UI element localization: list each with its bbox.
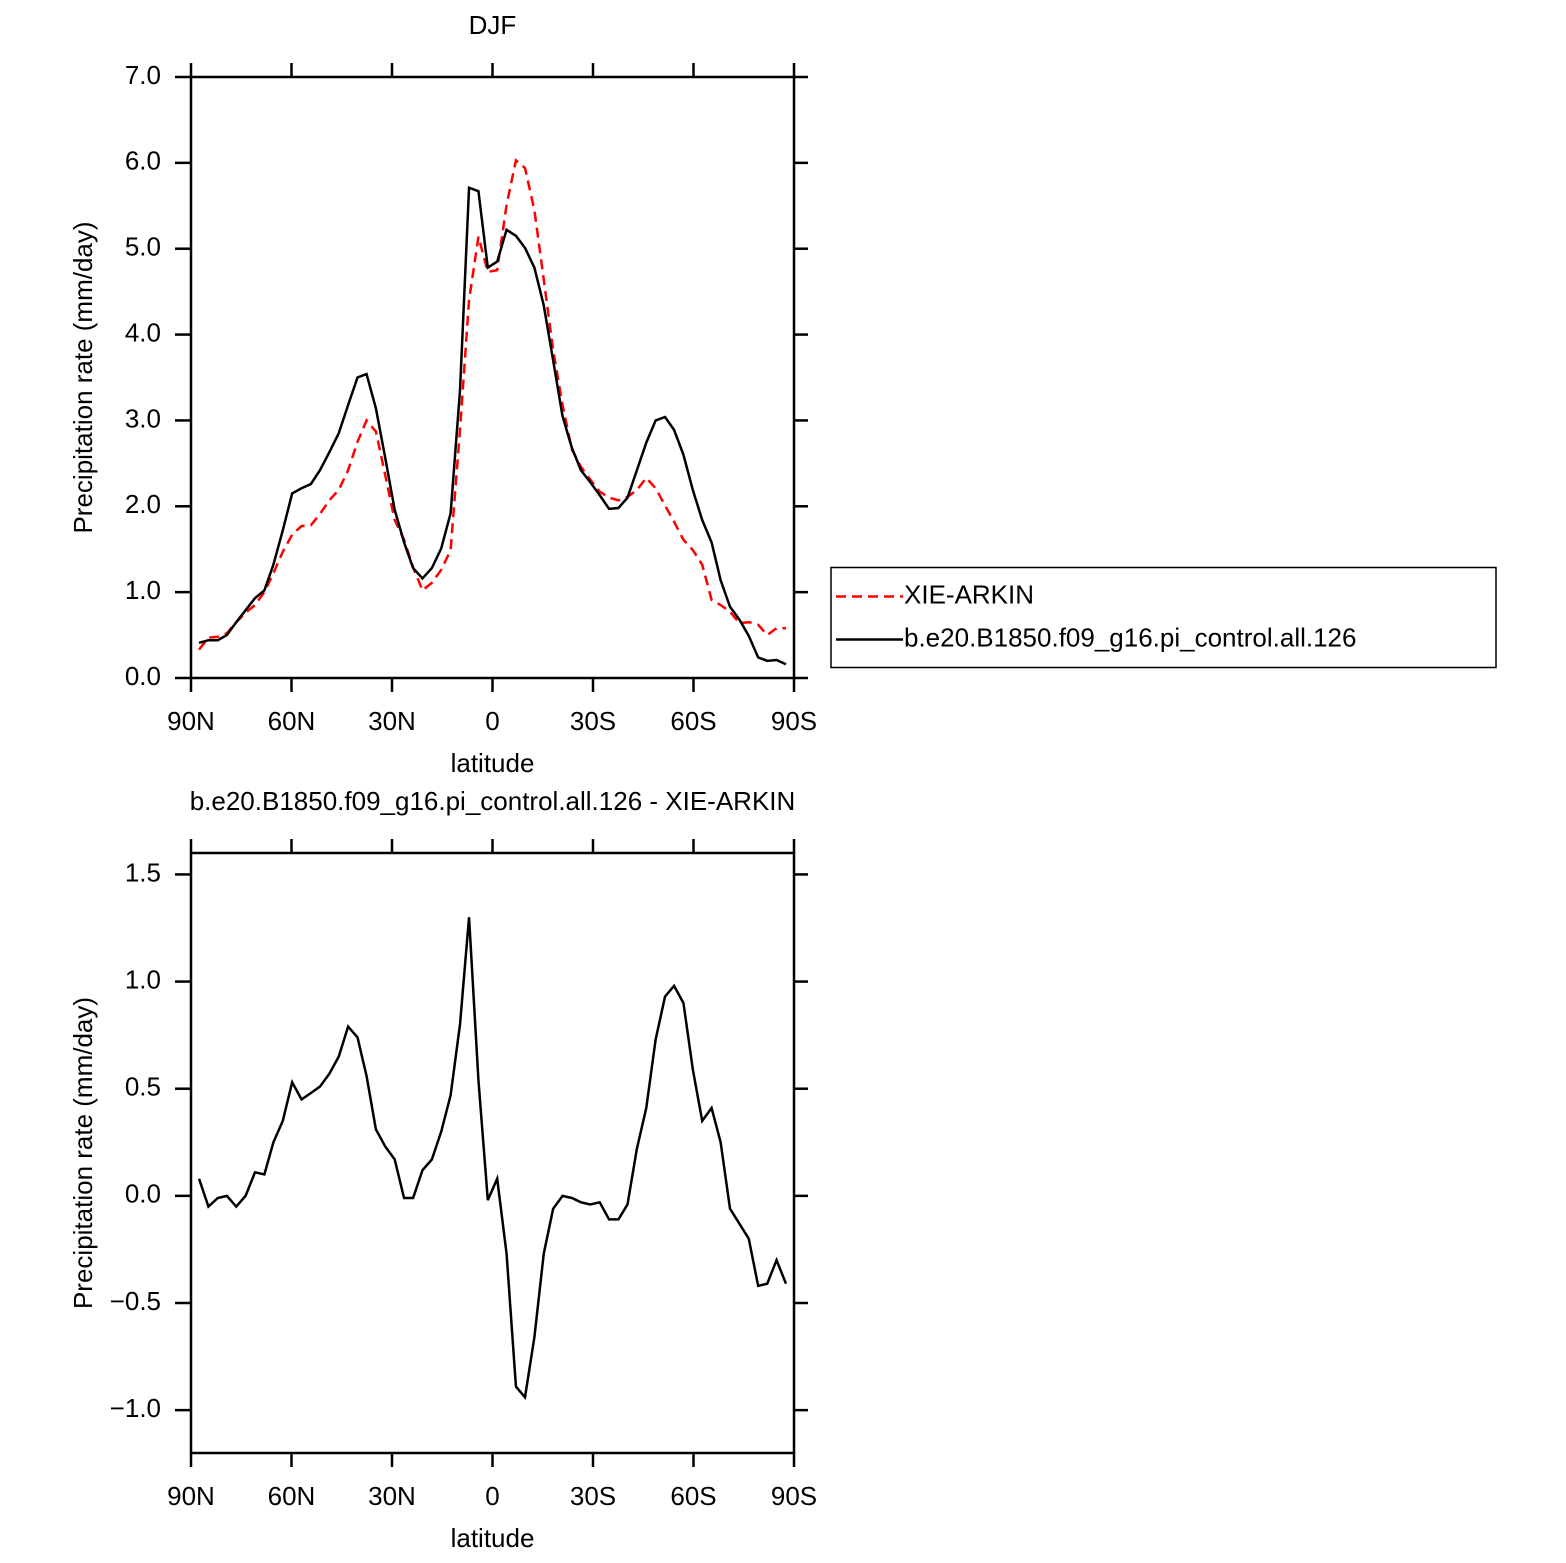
y-axis-label: Precipitation rate (mm/day) [68, 997, 98, 1309]
x-tick-label: 0 [485, 706, 499, 736]
y-tick-label: 0.5 [125, 1072, 161, 1102]
x-tick-label: 30N [368, 706, 416, 736]
legend-label: b.e20.B1850.f09_g16.pi_control.all.126 [904, 622, 1356, 652]
y-tick-label: 0.0 [125, 661, 161, 691]
y-tick-label: −1.0 [110, 1393, 161, 1423]
x-tick-label: 90S [771, 706, 817, 736]
series-line [197, 917, 788, 1401]
y-tick-label: 5.0 [125, 232, 161, 262]
x-tick-label: 60N [268, 1481, 316, 1511]
x-tick-label: 30S [570, 706, 616, 736]
x-tick-label: 30N [368, 1481, 416, 1511]
y-tick-label: 2.0 [125, 489, 161, 519]
x-tick-label: 30S [570, 1481, 616, 1511]
x-tick-label: 90N [167, 706, 215, 736]
x-axis-label: latitude [451, 748, 535, 778]
legend-box [830, 566, 1497, 669]
chart-title: DJF [469, 10, 517, 40]
x-tick-label: 60S [670, 706, 716, 736]
x-tick-label: 60S [670, 1481, 716, 1511]
y-tick-label: 1.0 [125, 575, 161, 605]
legend-label: XIE-ARKIN [904, 579, 1034, 609]
plot-frame [189, 75, 796, 680]
y-tick-label: 1.0 [125, 964, 161, 994]
y-tick-label: −0.5 [110, 1286, 161, 1316]
series-line [198, 185, 787, 666]
x-axis-label: latitude [451, 1523, 535, 1553]
x-tick-label: 0 [485, 1481, 499, 1511]
x-tick-label: 90N [167, 1481, 215, 1511]
chart-title: b.e20.B1850.f09_g16.pi_control.all.126 -… [190, 786, 796, 816]
y-tick-label: 0.0 [125, 1179, 161, 1209]
y-tick-label: 3.0 [125, 403, 161, 433]
series-line [198, 157, 786, 651]
x-tick-label: 90S [771, 1481, 817, 1511]
y-axis-label: Precipitation rate (mm/day) [68, 221, 98, 533]
x-tick-label: 60N [268, 706, 316, 736]
y-tick-label: 6.0 [125, 146, 161, 176]
y-tick-label: 1.5 [125, 857, 161, 887]
y-tick-label: 4.0 [125, 317, 161, 347]
y-tick-label: 7.0 [125, 60, 161, 90]
plot-frame [189, 851, 796, 1455]
